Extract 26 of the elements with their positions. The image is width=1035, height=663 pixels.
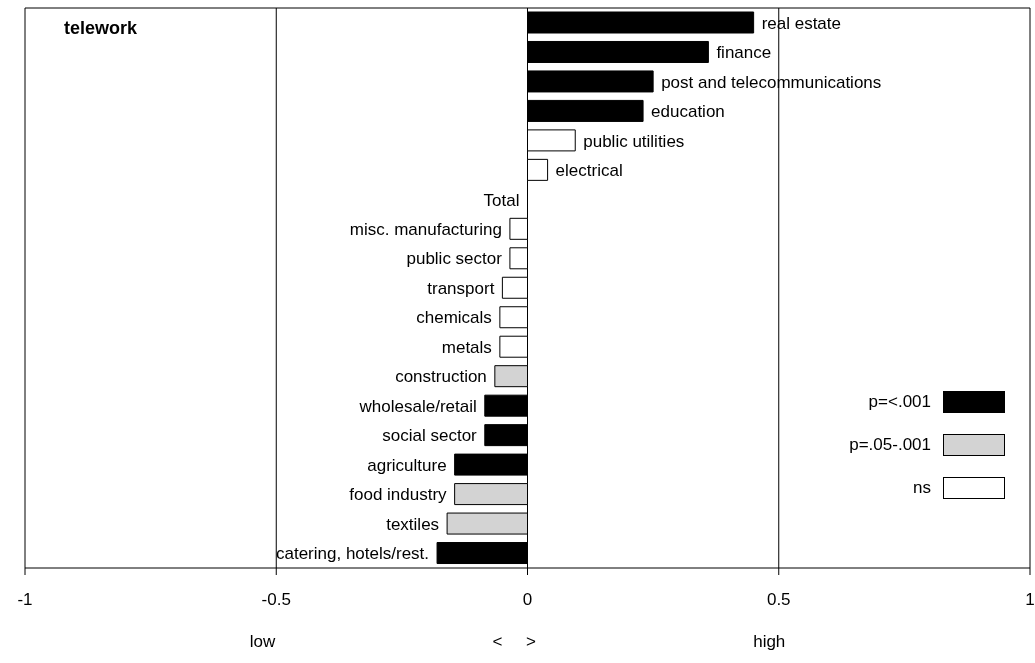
- x-tick-label: 0: [522, 590, 533, 610]
- y-tick-label: construction: [395, 367, 487, 387]
- legend-label: p=.05-.001: [849, 434, 931, 455]
- y-tick-label: public utilities: [583, 131, 685, 151]
- y-tick-label: Total: [483, 190, 520, 210]
- y-tick-label: wholesale/retail: [358, 396, 477, 416]
- y-tick-label: misc. manufacturing: [349, 220, 502, 239]
- text: telework: [64, 18, 138, 39]
- legend-label: ns: [913, 477, 931, 498]
- y-tick-label: education: [651, 102, 725, 122]
- x-tick-label: 1: [1025, 590, 1035, 610]
- x-tick-label: 0.5: [766, 590, 791, 610]
- y-tick-label: food industry: [349, 485, 448, 505]
- y-tick-label: social sector: [382, 426, 478, 446]
- x-tick-label: -1: [17, 590, 33, 610]
- x-tick-label: -0.5: [261, 590, 291, 610]
- legend-label: p=<.001: [868, 391, 931, 412]
- y-tick-label: agriculture: [367, 455, 447, 475]
- y-tick-label: textiles: [386, 514, 440, 534]
- y-tick-label: chemicals: [416, 308, 492, 328]
- x-axis-title: low < > high: [248, 632, 787, 652]
- y-tick-label: finance: [716, 43, 772, 63]
- y-tick-label: metals: [441, 337, 492, 357]
- y-tick-label: electrical: [555, 161, 623, 181]
- y-tick-label: public sector: [406, 249, 503, 269]
- y-tick-label: transport: [427, 278, 495, 298]
